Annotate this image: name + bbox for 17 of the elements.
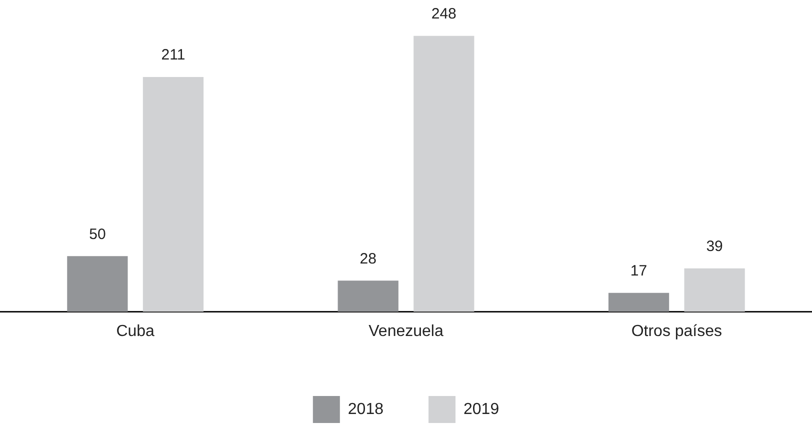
legend-label: 2019: [464, 400, 500, 418]
data-label: 39: [706, 238, 723, 256]
x-tick-label: Cuba: [116, 322, 155, 340]
data-label: 50: [89, 226, 106, 243]
bar: [684, 268, 745, 312]
x-tick-label: Otros países: [631, 322, 722, 340]
bar: [67, 256, 128, 312]
x-tick-label: Venezuela: [368, 322, 444, 340]
bar: [142, 77, 204, 312]
data-label: 28: [360, 250, 376, 268]
data-label: 211: [161, 46, 186, 64]
data-label: 248: [431, 6, 456, 23]
bar: [338, 280, 398, 312]
bar: [414, 36, 474, 312]
data-label: 17: [630, 262, 648, 280]
bar: [608, 292, 670, 312]
legend-label: 2018: [348, 400, 384, 418]
